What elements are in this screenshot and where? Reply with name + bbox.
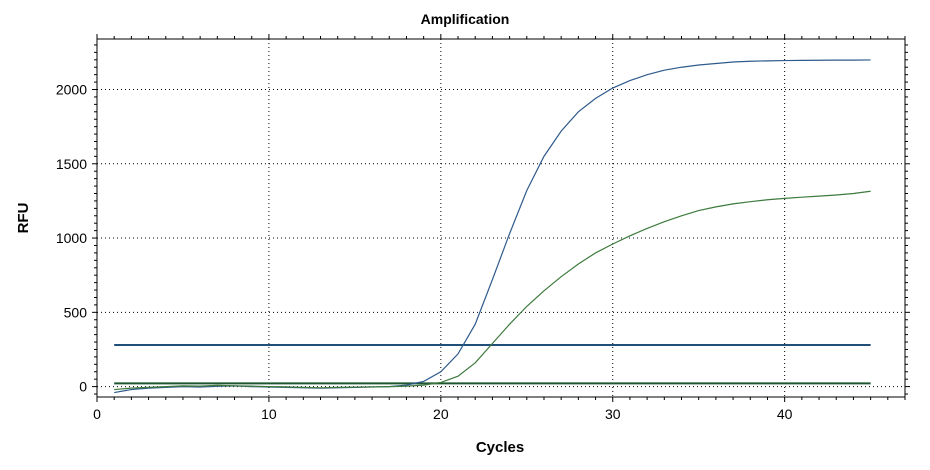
y-tick-label: 1500	[56, 156, 87, 172]
x-tick-label: 10	[261, 406, 277, 422]
series-lines	[114, 59, 871, 394]
plot-frame	[96, 38, 906, 398]
grid	[97, 39, 905, 397]
chart-title: Amplification	[421, 11, 510, 27]
series-line	[114, 190, 871, 391]
x-axis-label: Cycles	[476, 439, 524, 456]
y-tick-label: 1000	[56, 230, 87, 246]
x-tick-label: 40	[777, 406, 793, 422]
y-tick-label: 2000	[56, 82, 87, 98]
y-tick-label: 500	[64, 304, 88, 320]
x-tick-label: 0	[93, 406, 101, 422]
y-axis-label: RFU	[15, 203, 32, 234]
y-tick-label: 0	[79, 379, 87, 395]
x-tick-label: 20	[433, 406, 449, 422]
axis-ticks: 0 10 20 30 40 0 500 1000 1500 2000	[56, 34, 910, 422]
x-tick-label: 30	[605, 406, 621, 422]
